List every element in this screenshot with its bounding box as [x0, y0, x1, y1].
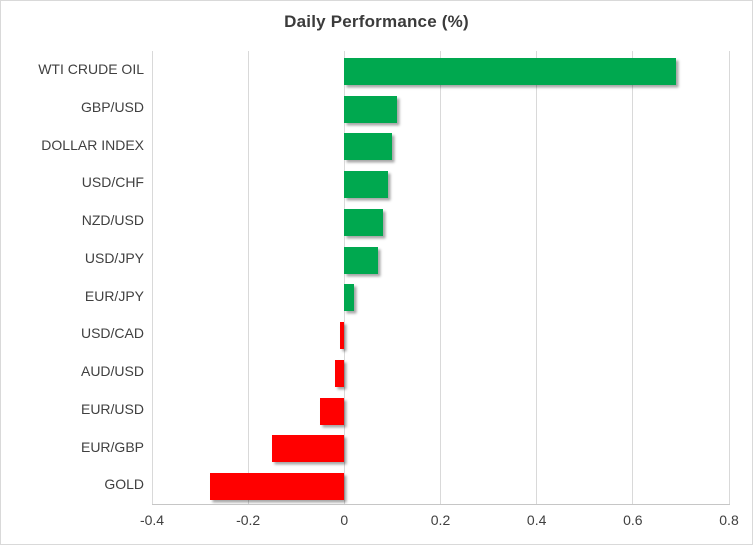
bar-eur-gbp [272, 435, 345, 463]
category-label-nzd-usd: NZD/USD [81, 212, 144, 228]
category-axis-labels: WTI CRUDE OIL GBP/USD DOLLAR INDEX USD/CHF N… [1, 51, 144, 504]
category-label-gold: GOLD [104, 476, 144, 493]
gridline-x-0.2 [440, 51, 441, 504]
x-axis-line [152, 504, 730, 505]
bar-usd-cad [339, 322, 345, 350]
category-label-eur-usd: EUR/USD [80, 400, 144, 417]
bar-wti-crude-oil [344, 57, 677, 85]
category-label-wti-crude-oil: WTI CRUDE OIL [38, 61, 144, 77]
bar-aud-usd [334, 359, 345, 387]
category-label-dollar-index: DOLLAR INDEX [41, 136, 144, 153]
x-tick-label: 0.2 [430, 512, 451, 528]
bar-gbp-usd [344, 95, 398, 123]
gridline-x-0 [343, 51, 345, 504]
category-label-usd-chf: USD/CHF [81, 174, 144, 191]
bar-nzd-usd [344, 208, 383, 236]
x-tick-label: 0.6 [623, 512, 643, 528]
value-axis-labels: -0.4 -0.2 0 0.2 0.4 0.6 0.8 [140, 512, 739, 534]
bar-dollar-index [344, 133, 393, 161]
category-label-aud-usd: AUD/USD [80, 363, 144, 379]
gridline-x-0.4 [536, 51, 538, 504]
x-tick-label: -0.2 [236, 512, 261, 528]
category-label-gbp-usd: GBP/USD [80, 98, 144, 115]
category-label-usd-cad: USD/CAD [80, 325, 144, 342]
x-tick-label: -0.4 [139, 512, 165, 528]
bar-gold [209, 473, 345, 501]
bar-eur-usd [320, 397, 345, 425]
bar-usd-jpy [344, 246, 378, 274]
gridline-x--0.2 [247, 51, 249, 504]
plot-area [151, 51, 730, 504]
bar-usd-chf [344, 171, 388, 199]
bar-eur-jpy [344, 284, 354, 312]
x-tick-label: 0 [340, 512, 349, 528]
x-tick-label: 0.8 [719, 512, 739, 528]
chart-title: Daily Performance (%) [284, 12, 469, 31]
gridline-x-0.6 [632, 51, 634, 504]
category-label-eur-gbp: EUR/GBP [80, 438, 144, 455]
gridline-x--0.4 [151, 51, 153, 504]
x-tick-label: 0.4 [526, 512, 547, 528]
category-label-eur-jpy: EUR/JPY [84, 287, 144, 304]
category-label-usd-jpy: USD/JPY [84, 249, 144, 266]
gridline-x-0.8 [728, 51, 730, 504]
